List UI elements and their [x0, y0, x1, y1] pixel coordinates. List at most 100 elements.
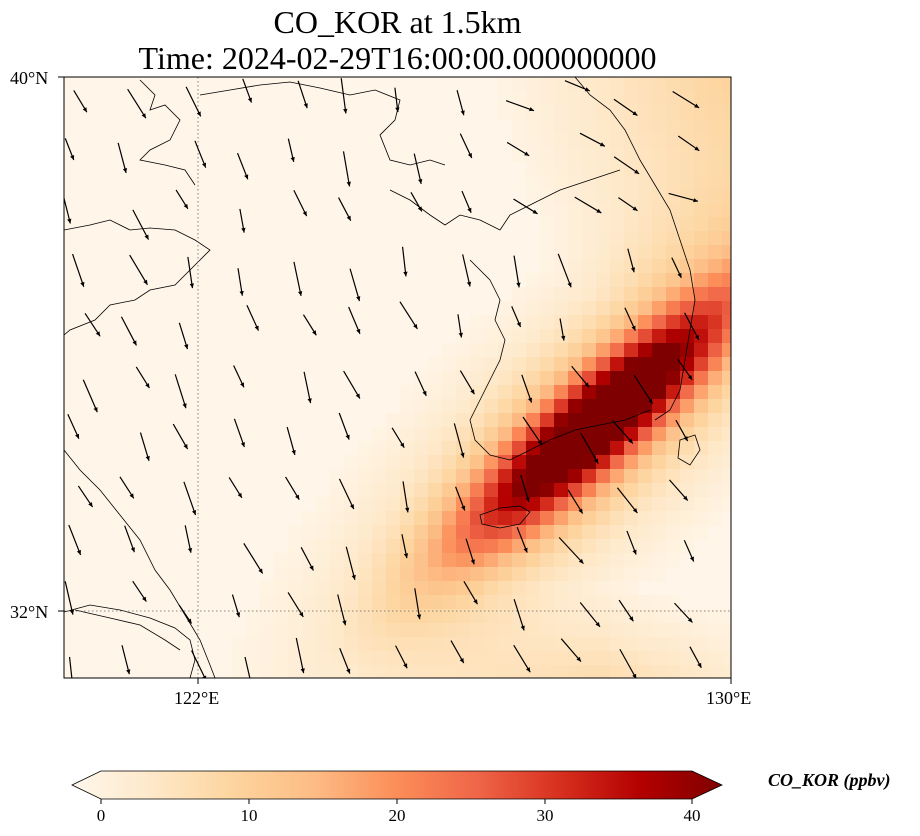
wind-arrow	[453, 423, 465, 458]
wind-arrow	[558, 537, 584, 565]
wind-arrow	[513, 198, 538, 215]
wind-arrow	[132, 580, 147, 602]
wind-arrow	[684, 312, 700, 341]
wind-arrow	[560, 638, 582, 662]
wind-arrow	[505, 100, 535, 112]
lat-label-40: 40°N	[10, 68, 49, 88]
coastline-segment	[199, 81, 446, 166]
cbar-tick-label-30: 30	[536, 806, 554, 825]
wind-arrow	[338, 412, 350, 440]
wind-arrow	[521, 374, 533, 403]
coastline-segment	[139, 79, 196, 186]
wind-arrow	[187, 256, 194, 289]
wind-arrow	[194, 140, 207, 168]
wind-arrow	[675, 419, 689, 442]
cbar-tick-label-10: 10	[240, 806, 258, 825]
wind-arrow	[117, 142, 128, 174]
wind-arrow	[463, 581, 478, 605]
wind-arrow	[233, 418, 245, 448]
wind-arrow	[459, 370, 475, 395]
wind-arrow	[191, 650, 207, 678]
wind-arrow	[243, 543, 264, 574]
wind-arrow	[231, 594, 241, 618]
wind-arrow	[343, 370, 361, 399]
wind-arrow	[135, 366, 150, 389]
wind-arrow	[557, 253, 572, 288]
title-line-time: Time: 2024-02-29T16:00:00.000000000	[138, 40, 657, 76]
wind-arrow	[178, 604, 193, 624]
colorbar-gradient	[71, 770, 723, 800]
wind-arrow	[624, 307, 636, 331]
wind-arrow	[511, 306, 522, 328]
wind-arrow	[619, 648, 637, 678]
wind-arrow	[338, 478, 355, 510]
wind-arrow	[124, 525, 135, 553]
wind-arrow	[516, 526, 528, 553]
wind-arrow	[618, 197, 638, 212]
wind-arrow	[68, 656, 73, 678]
wind-arrow	[246, 305, 260, 331]
wind-arrow	[574, 196, 602, 214]
wind-arrow	[616, 487, 638, 514]
cbar-tick-label-40: 40	[683, 806, 701, 825]
wind-arrow	[672, 90, 700, 109]
wind-arrow	[559, 318, 566, 341]
wind-arrow	[129, 254, 148, 286]
wind-arrow	[668, 192, 699, 203]
wind-arrow	[121, 645, 131, 675]
wind-arrow	[293, 261, 303, 297]
wind-arrow	[349, 268, 361, 302]
wind-arrow	[242, 78, 253, 103]
wind-arrow	[228, 477, 243, 499]
wind-arrow	[674, 602, 693, 623]
wind-arrow	[64, 138, 75, 161]
wind-arrow	[669, 479, 689, 501]
wind-arrow	[677, 135, 700, 152]
wind-arrow	[677, 358, 693, 381]
lon-label-122: 122°E	[174, 688, 220, 708]
coastline-segment	[469, 259, 651, 461]
wind-arrow	[564, 80, 591, 92]
wind-arrow	[522, 416, 543, 446]
wind-arrow	[233, 365, 245, 388]
coastline-segment	[677, 434, 701, 466]
wind-arrow	[520, 474, 530, 503]
coastline-segment	[574, 77, 696, 421]
wind-arrow	[239, 208, 246, 233]
wind-arrow	[84, 313, 101, 337]
wind-arrow	[395, 645, 408, 669]
wind-arrow	[618, 599, 634, 622]
wind-arrow	[402, 481, 410, 513]
wind-arrow	[348, 306, 361, 335]
wind-arrow	[285, 476, 300, 500]
title-line-variable: CO_KOR at 1.5km	[273, 4, 522, 40]
wind-arrow	[340, 78, 348, 114]
coastline-segment	[479, 505, 531, 529]
wind-arrow	[671, 257, 682, 279]
wind-arrow	[579, 602, 601, 628]
wind-vectors	[64, 78, 702, 678]
wind-arrow	[626, 530, 637, 555]
wind-arrow	[77, 485, 94, 508]
coastline-segment	[74, 609, 181, 651]
lon-label-130: 130°E	[706, 688, 752, 708]
coastline-segment	[389, 169, 621, 231]
wind-arrow	[633, 374, 654, 405]
wind-arrow	[513, 599, 525, 631]
wind-arrow	[462, 254, 472, 287]
gridlines	[64, 77, 731, 678]
wind-arrow	[132, 209, 150, 240]
wind-arrow	[64, 581, 74, 615]
wind-arrow	[286, 426, 296, 456]
wind-arrow	[580, 433, 599, 464]
wind-arrow	[303, 371, 312, 404]
wind-arrow	[64, 195, 72, 224]
wind-arrow	[175, 189, 189, 210]
wind-arrow	[461, 190, 472, 213]
wind-arrow	[683, 539, 695, 562]
wind-arrow	[244, 656, 251, 678]
cbar-tick-label-0: 0	[96, 806, 106, 825]
wind-arrow	[513, 644, 531, 673]
